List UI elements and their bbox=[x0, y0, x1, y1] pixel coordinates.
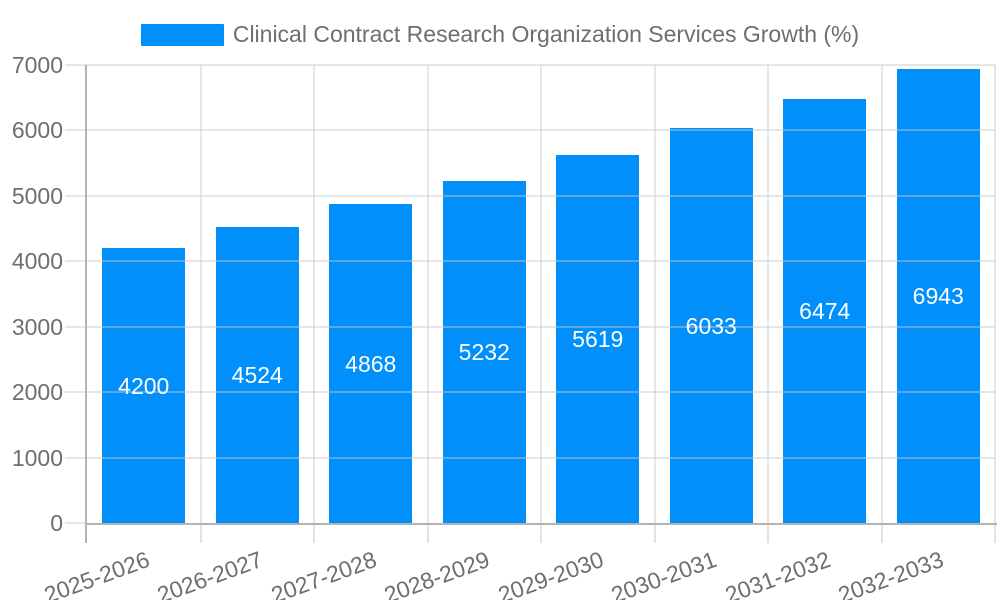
x-axis-tick bbox=[880, 525, 883, 543]
bar-value-label: 6943 bbox=[912, 282, 964, 309]
y-axis-tick bbox=[65, 129, 87, 132]
gridline-horizontal bbox=[87, 260, 995, 263]
bar-value-label: 4524 bbox=[231, 362, 283, 388]
x-axis-tick bbox=[313, 525, 315, 543]
x-axis-label: 2026-2027 bbox=[153, 546, 267, 600]
bar[interactable] bbox=[669, 128, 753, 523]
x-axis-tick bbox=[767, 525, 769, 543]
gridline-vertical bbox=[767, 65, 769, 523]
y-axis-label: 7000 bbox=[11, 52, 63, 78]
bar-value-label: 5232 bbox=[458, 338, 510, 365]
bar[interactable] bbox=[783, 99, 867, 523]
gridline-vertical bbox=[653, 65, 656, 523]
y-axis-tick bbox=[65, 325, 87, 328]
y-axis-tick bbox=[65, 391, 87, 394]
gridline-vertical bbox=[199, 65, 202, 523]
x-axis-tick bbox=[199, 525, 202, 543]
x-axis-label: 2027-2028 bbox=[267, 546, 380, 600]
y-axis-tick bbox=[65, 194, 87, 197]
legend: Clinical Contract Research Organization … bbox=[0, 21, 1000, 48]
y-axis-label: 1000 bbox=[11, 444, 63, 471]
legend-item[interactable]: Clinical Contract Research Organization … bbox=[140, 21, 860, 48]
bar-value-label: 6033 bbox=[685, 312, 737, 339]
x-axis-label: 2030-2031 bbox=[607, 546, 721, 600]
gridline-horizontal bbox=[87, 129, 995, 132]
legend-label: Clinical Contract Research Organization … bbox=[232, 21, 860, 47]
y-axis-tick bbox=[65, 522, 87, 524]
x-axis-tick bbox=[426, 525, 429, 543]
x-axis-label: 2031-2032 bbox=[721, 546, 834, 600]
gridline-horizontal bbox=[87, 456, 995, 459]
bar[interactable] bbox=[215, 227, 299, 523]
x-axis-line bbox=[87, 523, 997, 525]
y-axis-label: 0 bbox=[50, 510, 63, 536]
x-axis-label: 2032-2033 bbox=[834, 546, 948, 600]
y-axis-line bbox=[85, 65, 87, 543]
x-axis-label: 2025-2026 bbox=[40, 546, 153, 600]
gridline-vertical bbox=[426, 65, 429, 523]
bar-value-label: 4200 bbox=[118, 372, 170, 399]
x-axis-tick bbox=[994, 525, 996, 543]
bar-value-label: 4868 bbox=[345, 350, 397, 377]
y-axis-label: 6000 bbox=[11, 117, 63, 144]
y-axis-label: 3000 bbox=[11, 313, 63, 340]
gridline-vertical bbox=[313, 65, 315, 523]
bar-value-label: 6474 bbox=[799, 298, 851, 325]
gridline-vertical bbox=[540, 65, 542, 523]
y-axis-label: 4000 bbox=[11, 248, 63, 275]
gridline-vertical bbox=[994, 65, 996, 523]
y-axis-label: 5000 bbox=[11, 182, 63, 209]
x-axis-tick bbox=[540, 525, 542, 543]
y-axis-label: 2000 bbox=[11, 379, 63, 406]
x-axis-label: 2029-2030 bbox=[494, 546, 607, 600]
x-axis-tick bbox=[653, 525, 656, 543]
y-axis-tick bbox=[65, 64, 87, 66]
legend-swatch-icon bbox=[140, 23, 224, 46]
bar[interactable] bbox=[896, 68, 980, 523]
y-axis-tick bbox=[65, 456, 87, 459]
gridline-vertical bbox=[880, 65, 883, 523]
gridline-horizontal bbox=[87, 194, 995, 197]
bar[interactable] bbox=[329, 204, 413, 523]
gridline-horizontal bbox=[87, 64, 995, 66]
y-axis-tick bbox=[65, 260, 87, 263]
bar[interactable] bbox=[556, 155, 640, 523]
bar[interactable] bbox=[102, 248, 186, 523]
bar-value-label: 5619 bbox=[572, 326, 624, 353]
gridline-horizontal bbox=[87, 391, 995, 394]
bar[interactable] bbox=[442, 180, 526, 523]
gridline-horizontal bbox=[87, 325, 995, 328]
x-axis-label: 2028-2029 bbox=[380, 546, 494, 600]
